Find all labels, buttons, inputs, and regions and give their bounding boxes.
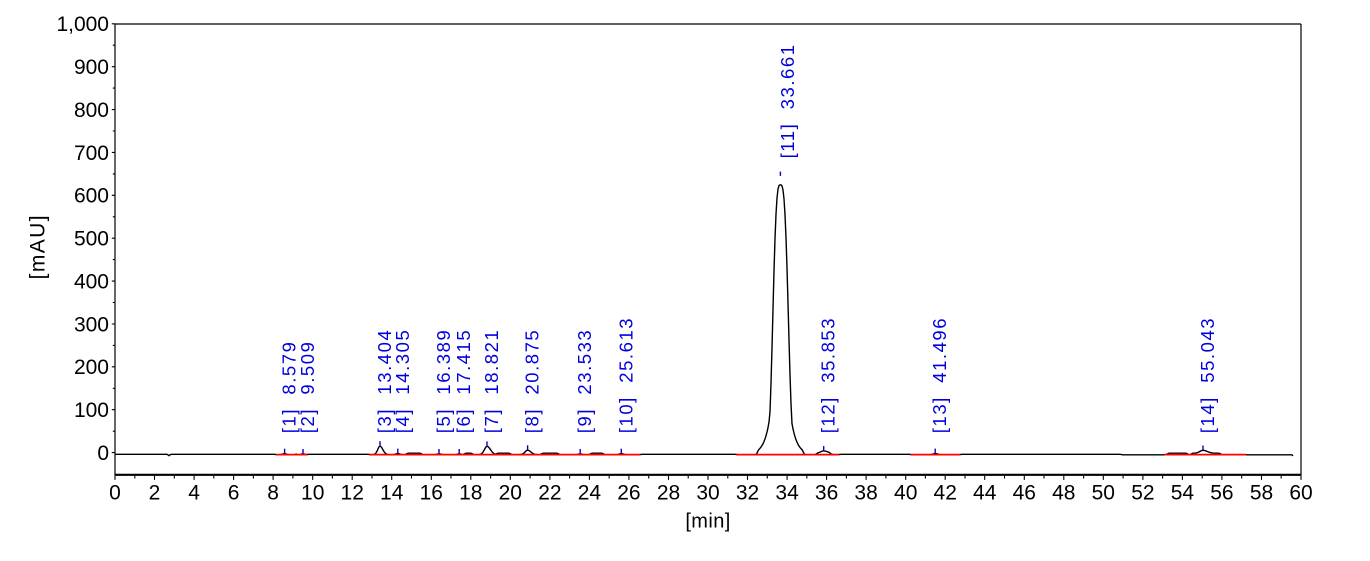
svg-text:[12] 35.853: [12] 35.853 (818, 317, 839, 433)
svg-text:32: 32 (736, 481, 759, 504)
svg-text:[4] 14.305: [4] 14.305 (392, 329, 413, 433)
svg-text:30: 30 (696, 481, 719, 504)
svg-text:[9] 23.533: [9] 23.533 (574, 329, 595, 433)
svg-text:[mAU]: [mAU] (27, 214, 50, 279)
svg-text:54: 54 (1171, 481, 1195, 504)
svg-text:[13] 41.496: [13] 41.496 (929, 317, 950, 433)
svg-text:800: 800 (74, 99, 109, 122)
svg-text:40: 40 (894, 481, 917, 504)
svg-text:6: 6 (228, 481, 240, 504)
svg-text:900: 900 (74, 56, 109, 79)
svg-text:44: 44 (973, 481, 997, 504)
svg-text:[10] 25.613: [10] 25.613 (615, 317, 636, 433)
svg-text:1,000: 1,000 (56, 13, 109, 36)
svg-text:34: 34 (775, 481, 799, 504)
svg-text:2: 2 (149, 481, 161, 504)
svg-text:[14] 55.043: [14] 55.043 (1197, 317, 1218, 433)
svg-text:18: 18 (459, 481, 482, 504)
svg-text:[1] 8.579: [1] 8.579 (279, 341, 300, 434)
svg-text:46: 46 (1013, 481, 1036, 504)
svg-text:[min]: [min] (685, 510, 730, 532)
svg-text:0: 0 (109, 481, 121, 504)
svg-text:12: 12 (341, 481, 364, 504)
svg-text:[5] 16.389: [5] 16.389 (433, 329, 454, 433)
svg-text:[2] 9.509: [2] 9.509 (297, 341, 318, 434)
svg-text:10: 10 (301, 481, 324, 504)
svg-text:300: 300 (74, 313, 109, 336)
svg-text:38: 38 (854, 481, 877, 504)
svg-text:8: 8 (267, 481, 279, 504)
svg-text:[7] 18.821: [7] 18.821 (481, 329, 502, 433)
svg-text:28: 28 (657, 481, 680, 504)
svg-text:56: 56 (1210, 481, 1233, 504)
svg-text:42: 42 (934, 481, 957, 504)
svg-text:60: 60 (1289, 481, 1312, 504)
svg-text:0: 0 (97, 442, 109, 465)
svg-text:400: 400 (74, 271, 109, 294)
svg-text:36: 36 (815, 481, 838, 504)
svg-text:48: 48 (1052, 481, 1075, 504)
svg-text:[3] 13.404: [3] 13.404 (374, 329, 395, 433)
svg-text:26: 26 (617, 481, 640, 504)
svg-text:500: 500 (74, 228, 109, 251)
svg-text:700: 700 (74, 142, 109, 165)
svg-text:100: 100 (74, 399, 109, 422)
svg-text:[11] 33.661: [11] 33.661 (777, 43, 798, 158)
svg-text:50: 50 (1092, 481, 1115, 504)
svg-text:22: 22 (538, 481, 561, 504)
svg-text:16: 16 (420, 481, 443, 504)
svg-text:24: 24 (578, 481, 602, 504)
svg-text:58: 58 (1250, 481, 1273, 504)
svg-text:14: 14 (380, 481, 404, 504)
svg-text:200: 200 (74, 356, 109, 379)
svg-text:20: 20 (499, 481, 522, 504)
svg-text:[6] 17.415: [6] 17.415 (453, 329, 474, 433)
svg-text:[8] 20.875: [8] 20.875 (522, 329, 543, 433)
svg-text:600: 600 (74, 185, 109, 208)
svg-text:4: 4 (188, 481, 200, 504)
svg-text:52: 52 (1131, 481, 1154, 504)
